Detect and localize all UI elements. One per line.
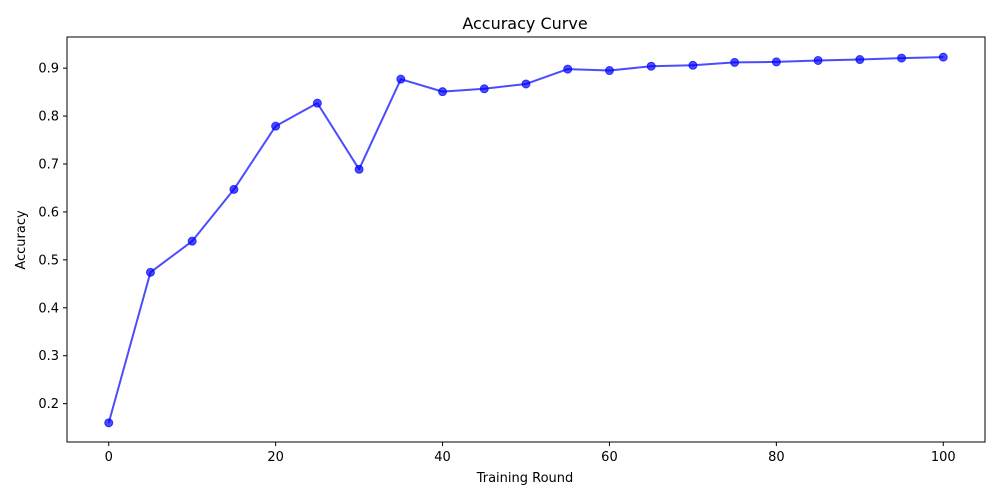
data-point bbox=[688, 60, 698, 70]
x-tick-label: 20 bbox=[267, 450, 284, 465]
data-point bbox=[354, 164, 364, 174]
data-point bbox=[646, 61, 656, 71]
chart-title: Accuracy Curve bbox=[462, 14, 587, 33]
data-point bbox=[730, 57, 740, 67]
y-tick-label: 0.6 bbox=[38, 205, 59, 220]
x-tick-label: 0 bbox=[105, 450, 113, 465]
data-point bbox=[604, 66, 614, 76]
data-point bbox=[312, 98, 322, 108]
x-tick-label: 40 bbox=[434, 450, 451, 465]
plot-frame bbox=[66, 36, 986, 443]
x-axis-label: Training Round bbox=[476, 471, 574, 486]
data-point bbox=[187, 236, 197, 246]
data-point bbox=[897, 53, 907, 63]
data-point bbox=[271, 121, 281, 131]
x-tick-label: 80 bbox=[768, 450, 785, 465]
plot-area: 0 20 40 60 80 100 0.2 0.3 0.4 0.5 0.6 0.7 0.8 0.9 bbox=[38, 36, 986, 465]
y-tick-label: 0.4 bbox=[38, 301, 59, 316]
y-tick-label: 0.9 bbox=[38, 62, 59, 77]
y-tick-label: 0.3 bbox=[38, 349, 59, 364]
x-tick-label: 60 bbox=[601, 450, 618, 465]
data-point bbox=[521, 79, 531, 89]
data-point bbox=[855, 55, 865, 65]
y-tick-label: 0.8 bbox=[38, 110, 59, 125]
accuracy-line bbox=[107, 56, 944, 424]
data-point bbox=[771, 57, 781, 67]
data-point bbox=[229, 184, 239, 194]
data-point bbox=[438, 87, 448, 97]
x-tick-label: 100 bbox=[931, 450, 956, 465]
y-tick-label: 0.2 bbox=[38, 397, 59, 412]
data-point bbox=[396, 74, 406, 84]
data-point bbox=[813, 55, 823, 65]
y-tick-label: 0.7 bbox=[38, 158, 59, 173]
data-point bbox=[145, 267, 155, 277]
data-point bbox=[938, 52, 948, 62]
data-point bbox=[479, 84, 489, 94]
data-point bbox=[104, 418, 114, 428]
y-tick-label: 0.5 bbox=[38, 253, 59, 268]
data-point bbox=[563, 64, 573, 74]
y-axis-label: Accuracy bbox=[14, 210, 29, 270]
